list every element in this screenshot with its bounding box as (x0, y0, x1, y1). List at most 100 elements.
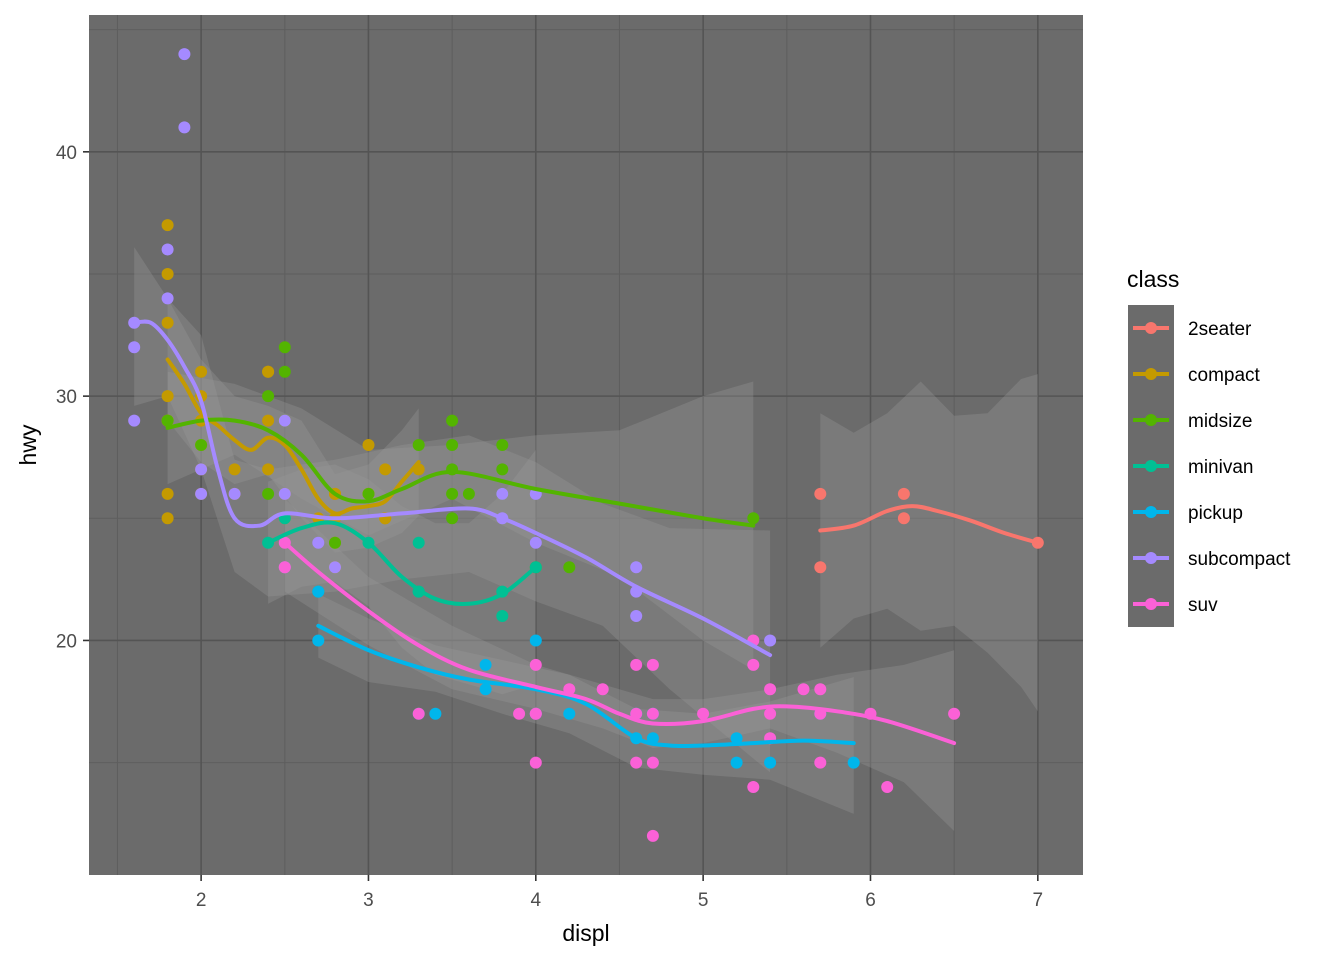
smooth-lines (132, 319, 1040, 749)
data-point-midsize (262, 390, 275, 403)
legend-key-point-subcompact (1145, 552, 1157, 564)
data-point-compact (161, 316, 174, 329)
data-point-2seater (897, 512, 910, 525)
x-tick-label: 4 (531, 890, 542, 911)
data-point-subcompact (278, 414, 291, 427)
smooth-line-pickup (316, 623, 856, 749)
legend-items: 2seater compact midsize minivan pickup subcom… (1133, 319, 1291, 616)
data-point-midsize (446, 414, 459, 427)
data-point-midsize (362, 487, 375, 500)
legend-key-point-minivan (1145, 460, 1157, 472)
data-point-subcompact (496, 487, 509, 500)
data-point-midsize (462, 487, 475, 500)
data-point-subcompact (529, 536, 542, 549)
data-point-compact (161, 487, 174, 500)
data-point-midsize (496, 463, 509, 476)
data-point-subcompact (312, 536, 325, 549)
legend-label-suv: suv (1188, 595, 1218, 616)
confidence-band-2seater (820, 374, 1038, 712)
data-point-2seater (897, 487, 910, 500)
data-point-pickup (730, 756, 743, 769)
legend-key-point-pickup (1145, 506, 1157, 518)
data-point-pickup (429, 707, 442, 720)
data-point-2seater (814, 561, 827, 574)
data-point-pickup (529, 634, 542, 647)
legend-key-point-midsize (1145, 414, 1157, 426)
data-point-midsize (329, 536, 341, 549)
data-point-suv (529, 707, 542, 720)
legend-label-pickup: pickup (1188, 503, 1243, 524)
data-point-subcompact (178, 121, 191, 134)
data-point-subcompact (161, 292, 174, 305)
data-point-midsize (195, 439, 208, 451)
data-point-midsize (278, 365, 291, 378)
legend-key-point-2seater (1145, 322, 1157, 334)
data-point-pickup (730, 732, 743, 745)
confidence-band-suv (284, 498, 955, 831)
legend-key-point-compact (1145, 368, 1157, 380)
x-tick-label: 5 (698, 890, 709, 911)
x-tick-label: 7 (1033, 890, 1044, 911)
legend-label-subcompact: subcompact (1188, 549, 1291, 570)
legend-title: class (1127, 266, 1179, 292)
x-tick-label: 6 (865, 890, 876, 911)
data-point-suv (529, 756, 542, 769)
data-point-suv (646, 658, 659, 671)
x-tick-label: 2 (196, 890, 207, 911)
data-point-minivan (496, 610, 509, 622)
data-point-suv (814, 756, 827, 769)
data-point-suv (529, 658, 542, 671)
data-point-subcompact (195, 487, 208, 500)
data-point-suv (797, 683, 810, 696)
data-point-subcompact (195, 463, 208, 476)
data-point-compact (362, 439, 375, 451)
data-point-subcompact (278, 487, 291, 500)
y-axis-title: hwy (15, 424, 41, 465)
data-point-suv (764, 707, 777, 720)
legend-label-minivan: minivan (1188, 457, 1253, 478)
legend-key-point-suv (1145, 598, 1157, 610)
data-point-midsize (446, 487, 459, 500)
data-point-midsize (496, 439, 509, 451)
data-point-subcompact (228, 487, 241, 500)
data-point-compact (262, 365, 275, 378)
legend-label-2seater: 2seater (1188, 319, 1252, 340)
data-point-pickup (479, 683, 492, 696)
data-point-suv (278, 561, 291, 574)
data-point-suv (697, 707, 710, 720)
data-point-subcompact (161, 243, 174, 256)
data-point-subcompact (329, 561, 341, 574)
legend: class 2seater compact midsize minivan pickup… (1127, 266, 1291, 627)
data-point-pickup (847, 756, 860, 769)
data-point-subcompact (128, 414, 141, 427)
data-point-suv (881, 781, 894, 793)
data-point-midsize (446, 512, 459, 525)
data-point-compact (195, 365, 208, 378)
data-point-2seater (814, 487, 827, 500)
data-point-pickup (764, 756, 777, 769)
data-point-compact (161, 512, 174, 525)
data-point-minivan (412, 536, 425, 549)
data-point-subcompact (630, 561, 643, 574)
x-tick-label: 3 (363, 890, 374, 911)
confidence-band-minivan (268, 449, 536, 695)
data-point-suv (646, 707, 659, 720)
smooth-line-2seater (818, 504, 1040, 545)
y-tick-label: 20 (56, 631, 77, 652)
legend-label-compact: compact (1188, 365, 1261, 386)
data-point-suv (646, 756, 659, 769)
data-point-pickup (479, 658, 492, 671)
data-point-compact (161, 390, 174, 403)
confidence-band-compact (167, 298, 419, 553)
data-point-compact (379, 463, 392, 476)
data-point-pickup (563, 707, 576, 720)
data-point-suv (646, 829, 659, 842)
data-point-subcompact (630, 610, 643, 622)
smooth-line-midsize (165, 417, 756, 528)
data-point-midsize (278, 341, 291, 354)
data-point-subcompact (178, 48, 191, 61)
data-point-suv (412, 707, 425, 720)
data-point-pickup (312, 585, 325, 598)
data-point-compact (262, 463, 275, 476)
